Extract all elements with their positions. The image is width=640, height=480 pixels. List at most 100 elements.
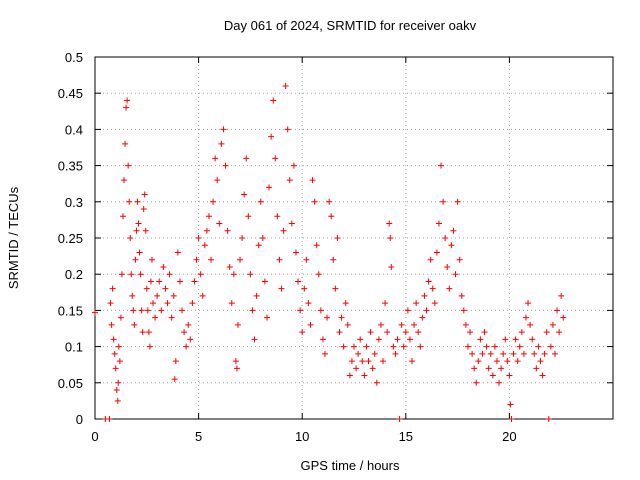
data-point [181, 329, 188, 336]
data-point [460, 307, 467, 314]
data-point [143, 285, 150, 292]
data-point [444, 263, 451, 270]
data-point [203, 227, 210, 234]
data-point [413, 300, 420, 307]
data-point [446, 285, 453, 292]
data-point [448, 242, 455, 249]
data-point [148, 256, 155, 263]
data-point [115, 379, 122, 386]
data-point [359, 358, 366, 365]
data-point [301, 285, 308, 292]
data-point [365, 358, 372, 365]
data-point [107, 300, 114, 307]
data-point [237, 256, 244, 263]
data-point [127, 235, 134, 241]
data-point [369, 365, 376, 372]
data-point [116, 358, 123, 365]
data-point [257, 198, 264, 205]
data-point [232, 358, 239, 365]
data-point [431, 300, 438, 307]
data-point [214, 177, 221, 184]
data-point [361, 372, 368, 379]
data-point [531, 350, 538, 357]
data-point [311, 198, 318, 205]
data-point [429, 285, 436, 292]
data-point [522, 314, 529, 321]
data-point [212, 155, 219, 162]
data-point [487, 350, 494, 357]
data-point [406, 336, 413, 343]
data-point [377, 321, 384, 328]
y-tick-label: 0 [76, 412, 83, 427]
data-point [367, 329, 374, 336]
data-point [346, 372, 353, 379]
data-point [164, 300, 171, 307]
data-point [121, 177, 128, 184]
data-point [183, 343, 190, 350]
data-point [286, 177, 293, 184]
data-point [251, 336, 258, 343]
x-tick-label: 10 [295, 429, 309, 444]
y-tick-label: 0.2 [65, 267, 83, 282]
data-point [404, 307, 411, 314]
data-point [179, 307, 186, 314]
data-point [454, 198, 461, 205]
data-point [402, 329, 409, 336]
data-point [353, 365, 360, 372]
data-point [288, 220, 295, 227]
data-point [295, 278, 302, 285]
data-point [276, 256, 283, 263]
data-point [130, 307, 137, 314]
data-point [136, 249, 143, 256]
data-point [144, 307, 151, 314]
data-point [222, 162, 229, 169]
data-point [502, 336, 509, 343]
data-point [387, 235, 394, 241]
data-point [224, 227, 231, 234]
data-point [199, 292, 206, 299]
data-point [516, 343, 523, 350]
data-point [134, 198, 141, 205]
data-point [396, 416, 403, 422]
data-point [297, 307, 304, 314]
data-point [481, 329, 488, 336]
data-point [185, 321, 192, 328]
data-point [263, 314, 270, 321]
data-point [112, 365, 119, 372]
data-point [118, 271, 125, 278]
data-point [373, 379, 380, 386]
data-point [141, 191, 148, 198]
data-point [475, 358, 482, 365]
data-point [162, 285, 169, 292]
data-point [117, 314, 124, 321]
data-point [351, 343, 357, 350]
y-tick-label: 0.05 [58, 376, 83, 391]
data-point [435, 220, 442, 227]
data-point [392, 350, 399, 357]
data-point [174, 249, 181, 256]
data-point [309, 177, 316, 184]
data-point [140, 206, 147, 213]
data-point [464, 343, 471, 350]
data-point [442, 235, 449, 241]
data-point [549, 321, 556, 328]
data-point [427, 256, 434, 263]
data-point [496, 379, 503, 386]
data-point [415, 329, 422, 336]
data-point [205, 213, 212, 220]
data-point [425, 278, 432, 285]
data-point [145, 329, 152, 336]
data-point [462, 321, 469, 328]
data-point [92, 309, 98, 316]
y-tick-label: 0.35 [58, 159, 83, 174]
data-point [489, 372, 496, 379]
data-point [398, 321, 405, 328]
data-point [450, 227, 457, 234]
data-point [115, 343, 122, 350]
data-point [187, 336, 194, 343]
data-point [168, 314, 175, 321]
data-point [307, 321, 314, 328]
data-point [419, 314, 426, 321]
data-point [400, 343, 407, 350]
data-point [131, 321, 138, 328]
